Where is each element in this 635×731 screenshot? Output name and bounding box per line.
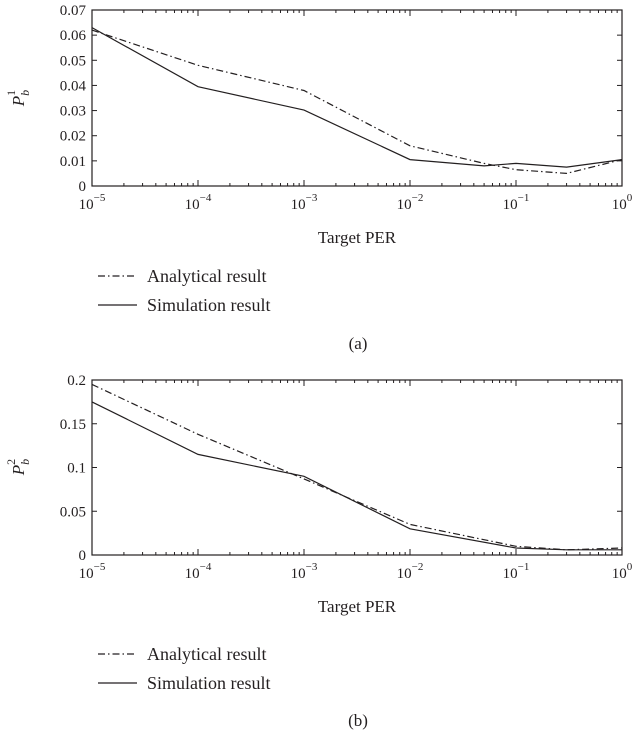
plot-frame xyxy=(91,9,623,187)
series-layer xyxy=(91,383,623,551)
x-tick-base: 10 xyxy=(79,566,94,582)
y-axis-label: Pb2 xyxy=(4,459,32,476)
x-tick-label: 10−1 xyxy=(503,192,530,213)
x-tick-base: 10 xyxy=(185,566,200,582)
y-tick-label: 0.07 xyxy=(60,3,87,19)
x-tick-exponent: −2 xyxy=(412,561,424,573)
y-tick-label: 0.01 xyxy=(60,154,86,170)
series-line-analytical xyxy=(91,383,623,551)
x-tick-label: 100 xyxy=(612,561,633,582)
y-tick-label: 0.2 xyxy=(67,373,86,389)
legend-label-analytical: Analytical result xyxy=(147,644,266,664)
chart-panel-b: 00.050.10.150.2 10−5 10−4 10−3 10−2 10−1 100 … xyxy=(4,373,633,730)
x-tick-exponent: −4 xyxy=(200,561,212,573)
x-tick-exponent: 0 xyxy=(627,192,633,204)
legend-label-simulation: Simulation result xyxy=(147,673,271,693)
plot-frame xyxy=(91,379,623,556)
series-layer xyxy=(91,27,623,175)
series-line-simulation xyxy=(91,401,622,551)
x-tick-exponent: 0 xyxy=(627,561,633,573)
x-tick-base: 10 xyxy=(612,566,627,582)
x-tick-exponent: −1 xyxy=(518,192,530,204)
y-axis-label: Pb1 xyxy=(4,90,32,107)
y-label-subscript: b xyxy=(18,90,32,96)
x-tick-base: 10 xyxy=(185,197,200,213)
y-tick-label: 0.05 xyxy=(60,53,86,69)
x-tick-label: 10−4 xyxy=(185,561,212,582)
x-tick-label: 10−3 xyxy=(291,192,318,213)
y-label-subscript: b xyxy=(18,459,32,465)
x-tick-label: 10−5 xyxy=(79,561,106,582)
x-axis-label: Target PER xyxy=(318,228,397,247)
x-tick-label: 10−3 xyxy=(291,561,318,582)
x-tick-exponent: −1 xyxy=(518,561,530,573)
y-tick-label: 0 xyxy=(79,548,87,564)
y-tick-label: 0.04 xyxy=(60,78,87,94)
x-tick-base: 10 xyxy=(397,566,412,582)
legend: Analytical result Simulation result xyxy=(98,266,271,315)
panel-caption: (a) xyxy=(349,334,368,353)
series-line-analytical xyxy=(91,29,623,175)
legend-label-analytical: Analytical result xyxy=(147,266,266,286)
y-axis-ticks: 0 0.01 0.02 0.03 0.04 0.05 0.06 0.07 xyxy=(60,3,622,195)
y-axis-ticks: 0 0.05 0.1 0.15 0.2 xyxy=(60,373,622,564)
x-tick-label: 10−4 xyxy=(185,192,212,213)
x-tick-label: 10−1 xyxy=(503,561,530,582)
x-axis-label: Target PER xyxy=(318,597,397,616)
legend: Analytical result Simulation result xyxy=(98,644,271,693)
x-axis-ticks: 10−5 10−4 10−3 10−2 10−1 100 xyxy=(79,10,633,213)
x-tick-exponent: −3 xyxy=(306,192,318,204)
chart-panel-a: 00.010.020.030.040.050.060.07 10−5 10−4 10… xyxy=(4,3,633,353)
x-tick-label: 10−5 xyxy=(79,192,106,213)
x-tick-exponent: −5 xyxy=(94,561,106,573)
x-tick-base: 10 xyxy=(397,197,412,213)
x-axis-ticks: 10−5 10−4 10−3 10−2 10−1 100 xyxy=(79,380,633,582)
y-tick-label: 0.05 xyxy=(60,504,86,520)
panel-caption: (b) xyxy=(348,711,368,730)
x-tick-label: 10−2 xyxy=(397,561,424,582)
x-tick-base: 10 xyxy=(612,197,627,213)
y-label-superscript: 1 xyxy=(4,90,18,96)
x-tick-base: 10 xyxy=(503,566,518,582)
x-tick-base: 10 xyxy=(503,197,518,213)
x-tick-exponent: −4 xyxy=(200,192,212,204)
y-label-superscript: 2 xyxy=(4,459,18,465)
y-tick-label: 0.15 xyxy=(60,417,86,433)
x-tick-base: 10 xyxy=(291,566,306,582)
x-tick-base: 10 xyxy=(291,197,306,213)
y-tick-label: 0 xyxy=(79,179,87,195)
y-tick-label: 0.1 xyxy=(67,461,86,477)
series-line-simulation xyxy=(91,27,623,168)
y-label-symbol: P xyxy=(9,465,28,476)
x-tick-exponent: −5 xyxy=(94,192,106,204)
y-tick-label: 0.02 xyxy=(60,129,86,145)
y-tick-label: 0.06 xyxy=(60,28,87,44)
x-tick-label: 10−2 xyxy=(397,192,424,213)
x-tick-exponent: −2 xyxy=(412,192,424,204)
x-tick-exponent: −3 xyxy=(306,561,318,573)
legend-label-simulation: Simulation result xyxy=(147,295,271,315)
x-tick-label: 100 xyxy=(612,192,633,213)
y-tick-label: 0.03 xyxy=(60,104,86,120)
y-label-symbol: P xyxy=(9,96,28,107)
x-tick-base: 10 xyxy=(79,197,94,213)
